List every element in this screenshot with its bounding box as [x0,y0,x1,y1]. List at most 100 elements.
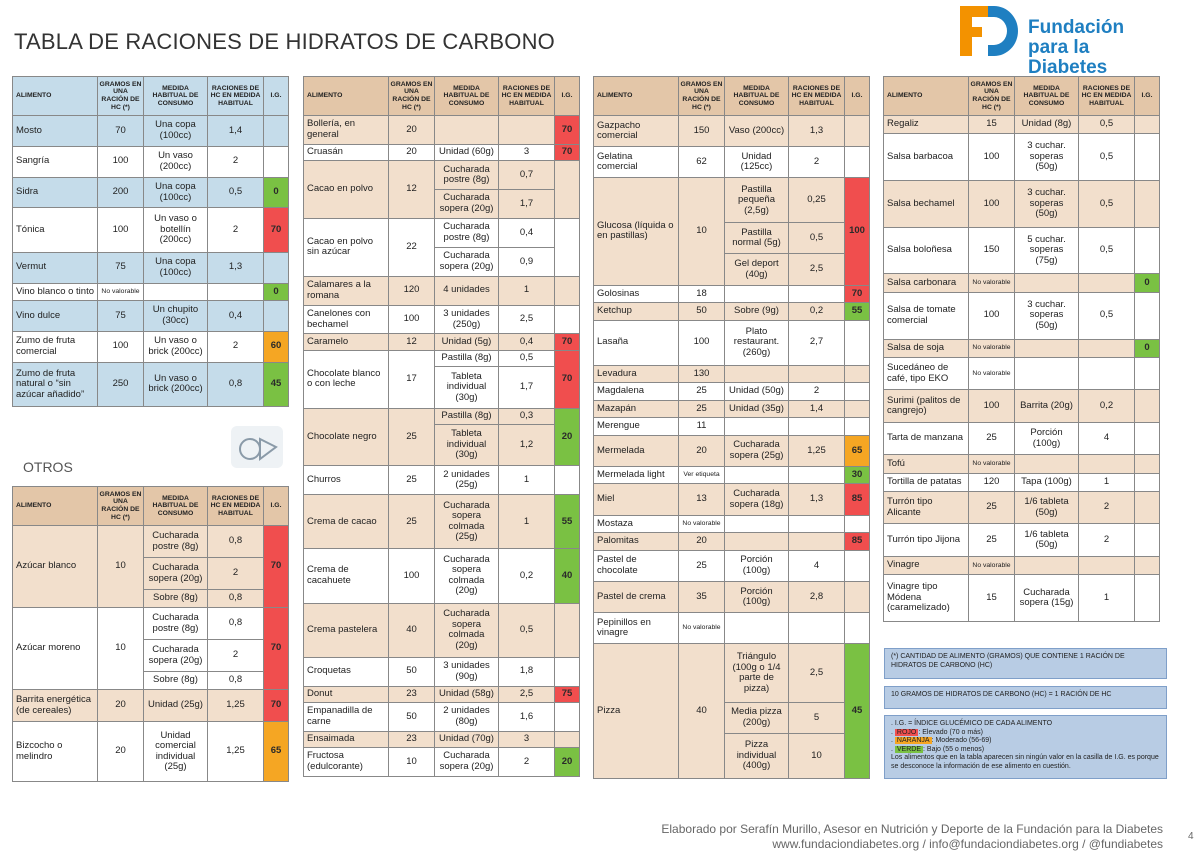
ig-cell: 0 [263,176,289,209]
food-name: Zumo de fruta comercial [12,330,98,363]
ig-level: . VERDE: Bajo (55 o menos) [891,745,1160,755]
rations: 0,2 [1078,389,1135,423]
food-row: Crema de cacahuete 100 Cucharada sopera co… [303,548,580,604]
page-title: TABLA DE RACIONES DE HIDRATOS DE CARBONO [14,29,555,54]
grams: 23 [388,685,435,703]
measure: Unidad (5g) [434,333,499,351]
rations [207,282,264,301]
header-cell: I.G. [1134,76,1160,116]
measure: Una copa (100cc) [143,115,208,147]
measure: Sobre (9g) [724,302,789,321]
food-name: Pizza [593,643,679,779]
grams: 150 [678,114,725,148]
rations: 2 [207,207,264,253]
ig-cell [554,160,580,219]
measure: Pastilla pequeña (2,5g) [724,177,789,224]
rations: 1,3 [788,114,845,148]
ig-level-label: NARANJA [894,737,932,744]
measure: Cucharada postre (8g) [434,217,499,248]
food-row: Tortilla de patatas 120 Tapa (100g) 1 [883,472,1160,492]
food-name: Regaliz [883,114,969,135]
rations: 1,4 [788,399,845,419]
grams: 100 [968,389,1015,423]
measure: Cucharada sopera colmada (20g) [434,602,499,658]
rations [788,284,845,304]
ig-cell [1134,389,1160,423]
measure [143,282,208,301]
grams: 35 [678,580,725,614]
measure: 3 cuchar. soperas (50g) [1014,291,1079,340]
food-name: Croquetas [303,656,389,687]
measure: Una copa (100cc) [143,251,208,284]
food-row: Turrón tipo Jijona 25 1/6 tableta (50g) 2 [883,523,1160,557]
pastry-icon [231,426,283,468]
rations: 2,5 [788,253,845,286]
ig-cell [844,580,870,614]
food-row: Salsa barbacoa 100 3 cuchar. soperas (50g)… [883,133,1160,182]
ig-cell [1134,472,1160,492]
grams: 12 [388,333,435,351]
grams: 20 [388,143,435,162]
measure: Unidad (60g) [434,143,499,162]
rations: 1,2 [498,423,555,467]
food-name: Lasaña [593,319,679,366]
rations: 2,5 [498,685,555,703]
rations [498,115,555,145]
measure: Vaso (200cc) [724,114,789,148]
grams: 17 [388,349,435,409]
ig-cell [844,417,870,436]
food-row: Mostaza No valorable [593,514,870,534]
ig-cell: 70 [554,115,580,145]
measure: Un vaso o brick (200cc) [143,330,208,363]
header-cell: ALIMENTO [12,486,98,526]
rations: 10 [788,732,845,780]
food-row: Cacao en polvo 12 Cucharada postre (8g) 0,7 [303,160,580,219]
food-row: Barrita energética (de cereales) 20 Unidad… [12,689,289,722]
food-name: Bollería, en general [303,115,389,145]
food-name: Golosinas [593,284,679,304]
measure: 2 unidades (80g) [434,701,499,732]
measure [434,115,499,145]
measure [724,465,789,485]
rations: 0,8 [207,525,264,558]
measure: Media pizza (200g) [724,701,789,734]
ig-cell: 70 [263,689,289,722]
measure: Unidad (25g) [143,689,208,722]
food-row: Chocolate blanco o con leche 17 Pastilla (… [303,349,580,409]
ig-cell [263,299,289,332]
measure: Unidad (58g) [434,685,499,703]
rations [788,514,845,534]
measure: Tapa (100g) [1014,472,1079,492]
table-host: ALIMENTO GRAMOS EN UNA RACIÓN DE HC (*) ME… [12,486,289,782]
ig-cell [844,114,870,148]
ig-levels: . ROJO: Elevado (70 o más). NARANJA: Mod… [891,728,1160,755]
food-name: Mosto [12,115,98,147]
measure: 2 unidades (25g) [434,465,499,496]
food-name: Glucosa (líquida o en pastillas) [593,177,679,286]
ig-cell: 0 [263,282,289,301]
food-name: Azúcar moreno [12,607,98,690]
measure: Cucharada sopera (20g) [434,189,499,219]
grams: 100 [388,304,435,335]
food-row: Turrón tipo Alicante 25 1/6 tableta (50g) 2 [883,490,1160,525]
logo-text: Fundación [1028,17,1125,38]
food-row: Merengue 11 [593,417,870,436]
rations: 4 [788,549,845,582]
grams: 10 [97,525,144,608]
grams: 20 [388,115,435,145]
rations: 3 [498,730,555,748]
ig-cell: 20 [554,407,580,467]
grams: 50 [388,656,435,687]
header-cell: ALIMENTO [303,76,389,116]
ig-cell [1134,114,1160,135]
rations [1078,356,1135,391]
food-row: Gelatina comercial 62 Unidad (125cc) 2 [593,146,870,179]
measure: Pastilla normal (5g) [724,222,789,255]
rations: 0,5 [1078,114,1135,135]
grams: 25 [388,407,435,467]
food-row: Bizcocho o melindro 20 Unidad comercial in… [12,721,289,782]
ig-level-text: : Bajo (55 o menos) [923,745,985,753]
food-name: Caramelo [303,333,389,351]
ig-cell [844,549,870,582]
